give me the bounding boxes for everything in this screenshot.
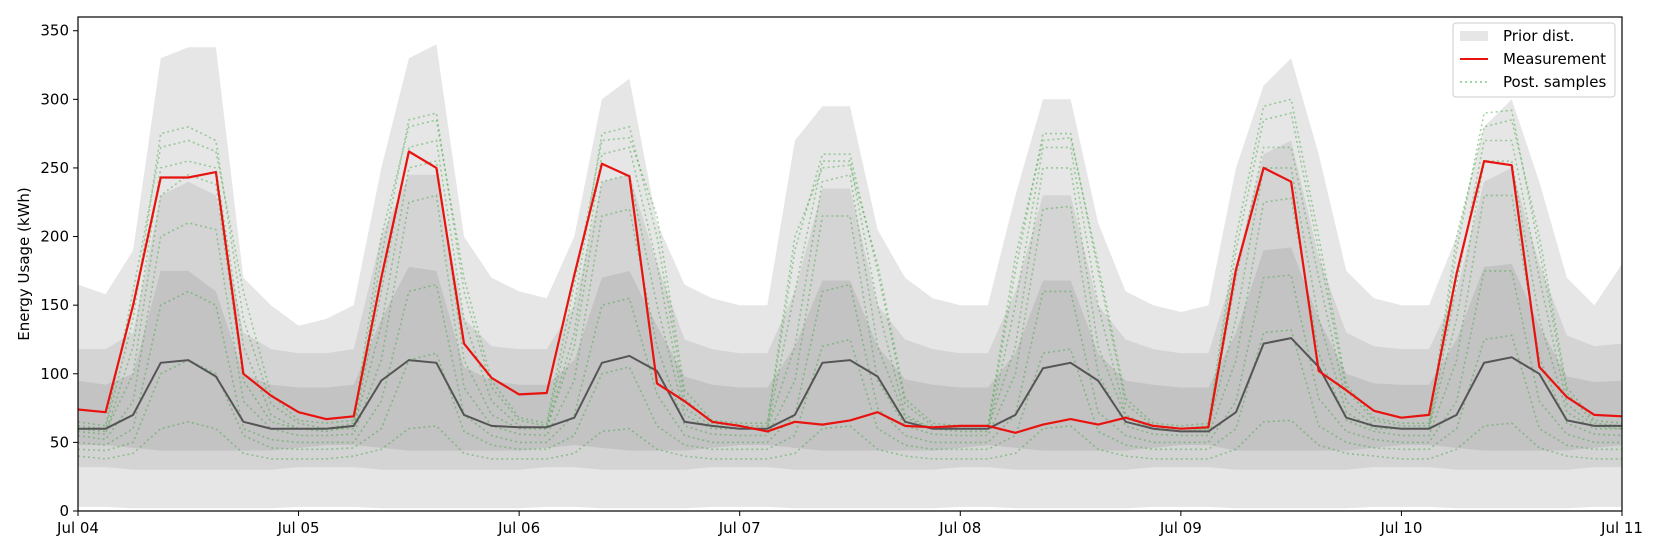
y-axis-title: Energy Usage (kWh) xyxy=(15,187,33,341)
x-tick-label: Jul 05 xyxy=(277,519,320,537)
posterior-sample-line-7 xyxy=(78,98,1622,427)
posterior-sample-line-3 xyxy=(78,194,1622,441)
x-tick-label: Jul 09 xyxy=(1159,519,1202,537)
x-tick-label: Jul 07 xyxy=(718,519,761,537)
posterior-sample-line-1 xyxy=(78,139,1622,436)
prior-distribution-bands xyxy=(78,44,1622,509)
y-tick-label: 0 xyxy=(59,502,69,520)
legend-swatch-prior xyxy=(1460,31,1488,41)
x-tick-label: Jul 11 xyxy=(1600,519,1643,537)
measurement-line xyxy=(78,150,1622,434)
y-tick-label: 150 xyxy=(40,296,69,314)
measurement xyxy=(78,150,1622,434)
legend: Prior dist. Measurement Post. samples xyxy=(1452,22,1616,98)
y-tick-label: 250 xyxy=(40,159,69,177)
x-tick-label: Jul 04 xyxy=(56,519,99,537)
x-tick-label: Jul 06 xyxy=(497,519,540,537)
prior-band-inner xyxy=(78,247,1622,451)
legend-label-prior: Prior dist. xyxy=(1503,27,1574,45)
legend-frame xyxy=(1452,22,1616,98)
x-tick-label: Jul 10 xyxy=(1379,519,1422,537)
y-tick-label: 100 xyxy=(40,365,69,383)
x-axis: Jul 04 Jul 05 Jul 06 Jul 07 Jul 08 Jul 09 Jul … xyxy=(56,511,1643,537)
y-tick-label: 50 xyxy=(50,433,69,451)
y-tick-label: 200 xyxy=(40,228,69,246)
x-tick-label: Jul 08 xyxy=(938,519,981,537)
legend-label-posterior: Post. samples xyxy=(1503,73,1606,91)
y-tick-label: 300 xyxy=(40,90,69,108)
posterior-sample-line-4 xyxy=(78,109,1622,430)
posterior-sample-line-6 xyxy=(78,329,1622,452)
posterior-sample-line-8 xyxy=(78,419,1622,460)
y-tick-label: 350 xyxy=(40,22,69,40)
prior-median xyxy=(78,337,1622,433)
legend-label-measurement: Measurement xyxy=(1503,50,1606,68)
posterior-samples xyxy=(78,98,1622,460)
prior-median-line xyxy=(78,337,1622,433)
y-axis: 0 50 100 150 200 250 300 350 xyxy=(40,22,78,520)
plot-frame xyxy=(77,16,1623,512)
